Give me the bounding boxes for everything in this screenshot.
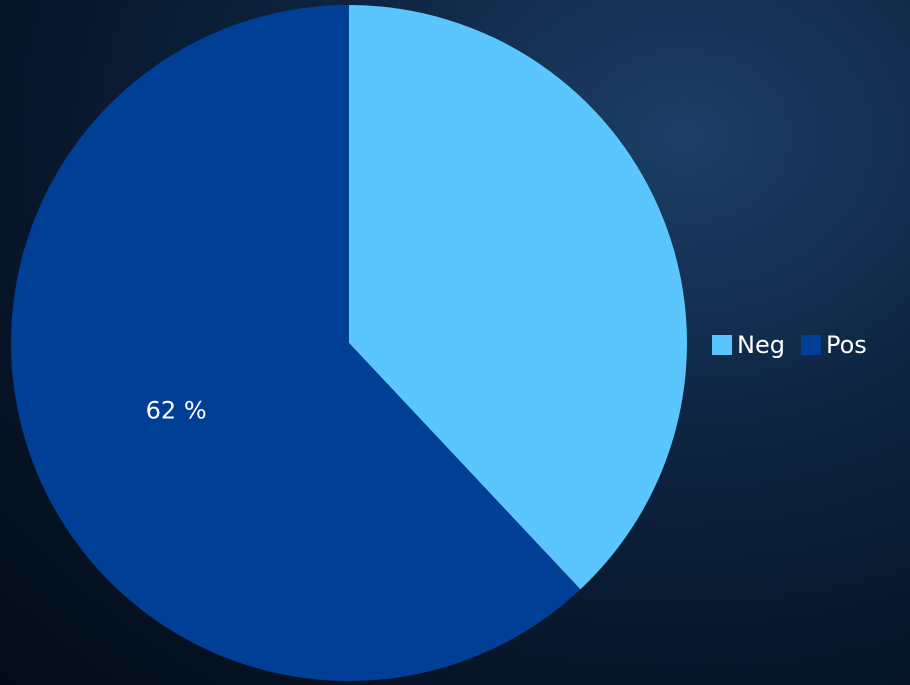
legend-label: Pos [826, 331, 867, 359]
legend-swatch [712, 335, 732, 355]
pie-slice [11, 5, 581, 681]
data-label: 62 % [146, 396, 207, 424]
legend-label: Neg [737, 331, 785, 359]
legend-swatch [800, 335, 821, 355]
pie-slice [349, 5, 688, 590]
